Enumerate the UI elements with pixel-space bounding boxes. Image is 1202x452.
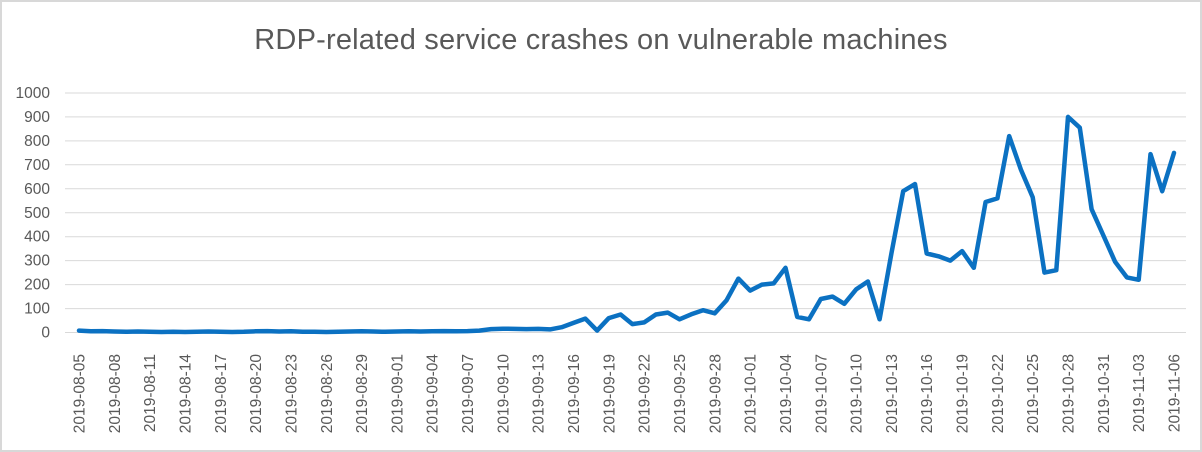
y-axis-tick-label: 500 bbox=[24, 205, 50, 222]
x-axis-tick-label: 2019-08-17 bbox=[213, 354, 230, 433]
x-axis-tick-label: 2019-08-29 bbox=[354, 354, 371, 433]
x-axis-tick-label: 2019-11-03 bbox=[1131, 354, 1148, 432]
x-axis-tick-label: 2019-09-04 bbox=[425, 354, 442, 434]
chart-title: RDP-related service crashes on vulnerabl… bbox=[254, 24, 948, 56]
y-axis-tick-label: 900 bbox=[24, 109, 50, 126]
y-axis-tick-label: 800 bbox=[24, 133, 50, 150]
y-axis-tick-label: 1000 bbox=[16, 85, 51, 102]
x-axis-tick-label: 2019-10-16 bbox=[919, 354, 936, 433]
x-axis-tick-label: 2019-09-01 bbox=[389, 354, 406, 433]
x-axis-tick-label: 2019-09-28 bbox=[707, 354, 724, 433]
y-axis-tick-label: 300 bbox=[24, 253, 50, 270]
data-series-line bbox=[76, 114, 1177, 335]
x-axis-tick-label: 2019-10-07 bbox=[813, 354, 830, 433]
y-axis-tick-label: 200 bbox=[24, 277, 50, 294]
x-axis-tick-label: 2019-10-01 bbox=[743, 354, 760, 433]
x-axis-tick-label: 2019-08-23 bbox=[283, 354, 300, 433]
x-axis-tick-label: 2019-09-16 bbox=[566, 354, 583, 433]
x-axis-tick-label: 2019-08-26 bbox=[319, 354, 336, 433]
x-axis-tick-label: 2019-10-25 bbox=[1025, 354, 1042, 433]
x-axis-tick-label: 2019-10-13 bbox=[884, 354, 901, 433]
x-axis-tick-label: 2019-08-08 bbox=[107, 354, 124, 433]
x-axis-tick-label: 2019-09-22 bbox=[637, 354, 654, 433]
x-axis-tick-label: 2019-10-04 bbox=[778, 354, 795, 434]
y-axis-tick-label: 0 bbox=[41, 325, 50, 342]
x-axis-tick-label: 2019-09-25 bbox=[672, 354, 689, 433]
y-axis-tick-label: 400 bbox=[24, 229, 50, 246]
x-axis-tick-label: 2019-08-14 bbox=[178, 354, 195, 434]
x-axis-tick-label: 2019-10-31 bbox=[1096, 354, 1113, 433]
x-axis-tick-label: 2019-09-13 bbox=[531, 354, 548, 433]
x-axis-tick-label: 2019-08-20 bbox=[248, 354, 265, 434]
x-axis-tick-label: 2019-09-07 bbox=[460, 354, 477, 433]
x-axis-tick-label: 2019-10-22 bbox=[990, 354, 1007, 433]
x-axis-tick-label: 2019-10-28 bbox=[1061, 354, 1078, 433]
x-axis-tick-label: 2019-10-10 bbox=[849, 354, 866, 434]
x-axis-tick-label: 2019-08-05 bbox=[72, 354, 89, 433]
y-axis-tick-label: 600 bbox=[24, 181, 50, 198]
x-axis-tick-label: 2019-10-19 bbox=[955, 354, 972, 433]
x-axis-tick-label: 2019-09-10 bbox=[495, 354, 512, 434]
x-axis-tick-label: 2019-09-19 bbox=[601, 354, 618, 433]
x-axis-tick-label: 2019-11-06 bbox=[1167, 354, 1184, 432]
y-axis-tick-label: 700 bbox=[24, 157, 50, 174]
y-axis-tick-label: 100 bbox=[24, 301, 50, 318]
x-axis-tick-label: 2019-08-11 bbox=[142, 354, 159, 432]
